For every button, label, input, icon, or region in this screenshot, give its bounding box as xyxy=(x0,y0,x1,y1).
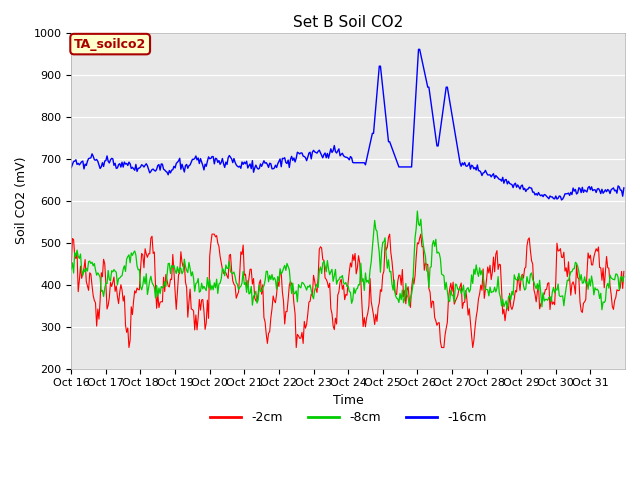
Text: TA_soilco2: TA_soilco2 xyxy=(74,37,147,50)
X-axis label: Time: Time xyxy=(333,394,364,407)
Legend: -2cm, -8cm, -16cm: -2cm, -8cm, -16cm xyxy=(205,407,492,430)
Y-axis label: Soil CO2 (mV): Soil CO2 (mV) xyxy=(15,157,28,244)
Title: Set B Soil CO2: Set B Soil CO2 xyxy=(293,15,403,30)
